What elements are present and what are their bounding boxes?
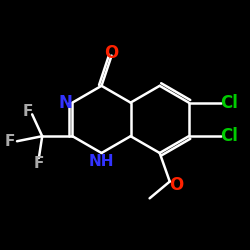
Text: N: N <box>59 94 73 112</box>
Text: O: O <box>104 44 119 62</box>
Text: F: F <box>34 156 44 171</box>
Text: F: F <box>22 104 33 119</box>
Text: Cl: Cl <box>220 127 238 145</box>
Text: F: F <box>5 134 15 149</box>
Text: O: O <box>169 176 184 194</box>
Text: NH: NH <box>89 154 114 169</box>
Text: Cl: Cl <box>220 94 238 112</box>
